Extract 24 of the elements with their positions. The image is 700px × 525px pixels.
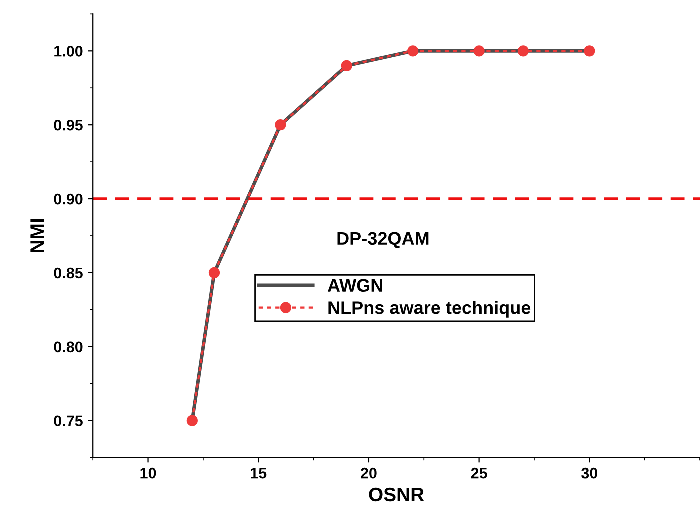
y-tick-label: 0.75 (54, 416, 83, 427)
y-axis-title: NMI (30, 219, 44, 253)
point (275, 120, 286, 131)
point (474, 46, 485, 57)
point (584, 46, 596, 57)
point (186, 415, 198, 426)
x-tick-label: 25 (471, 468, 488, 479)
point (341, 60, 352, 72)
legend-label: AWGN (328, 279, 382, 292)
annotation: DP-32QAM (338, 232, 429, 248)
y-tick-label: 0.80 (54, 342, 83, 353)
y-tick-label: 0.95 (54, 120, 83, 131)
y-tick-label: 0.90 (54, 194, 83, 205)
x-tick-label: 30 (582, 468, 598, 479)
point (208, 267, 220, 279)
x-tick-label: 10 (140, 468, 156, 479)
x-tick-label: 15 (251, 468, 267, 479)
point (518, 46, 530, 57)
x-tick-label: 20 (361, 468, 377, 479)
legend-label: NLPns aware technique (328, 301, 531, 318)
point (408, 46, 419, 57)
y-tick-label: 0.85 (54, 268, 83, 279)
x-axis-title: OSNR (369, 488, 424, 502)
y-tick-label: 1.00 (54, 46, 83, 57)
